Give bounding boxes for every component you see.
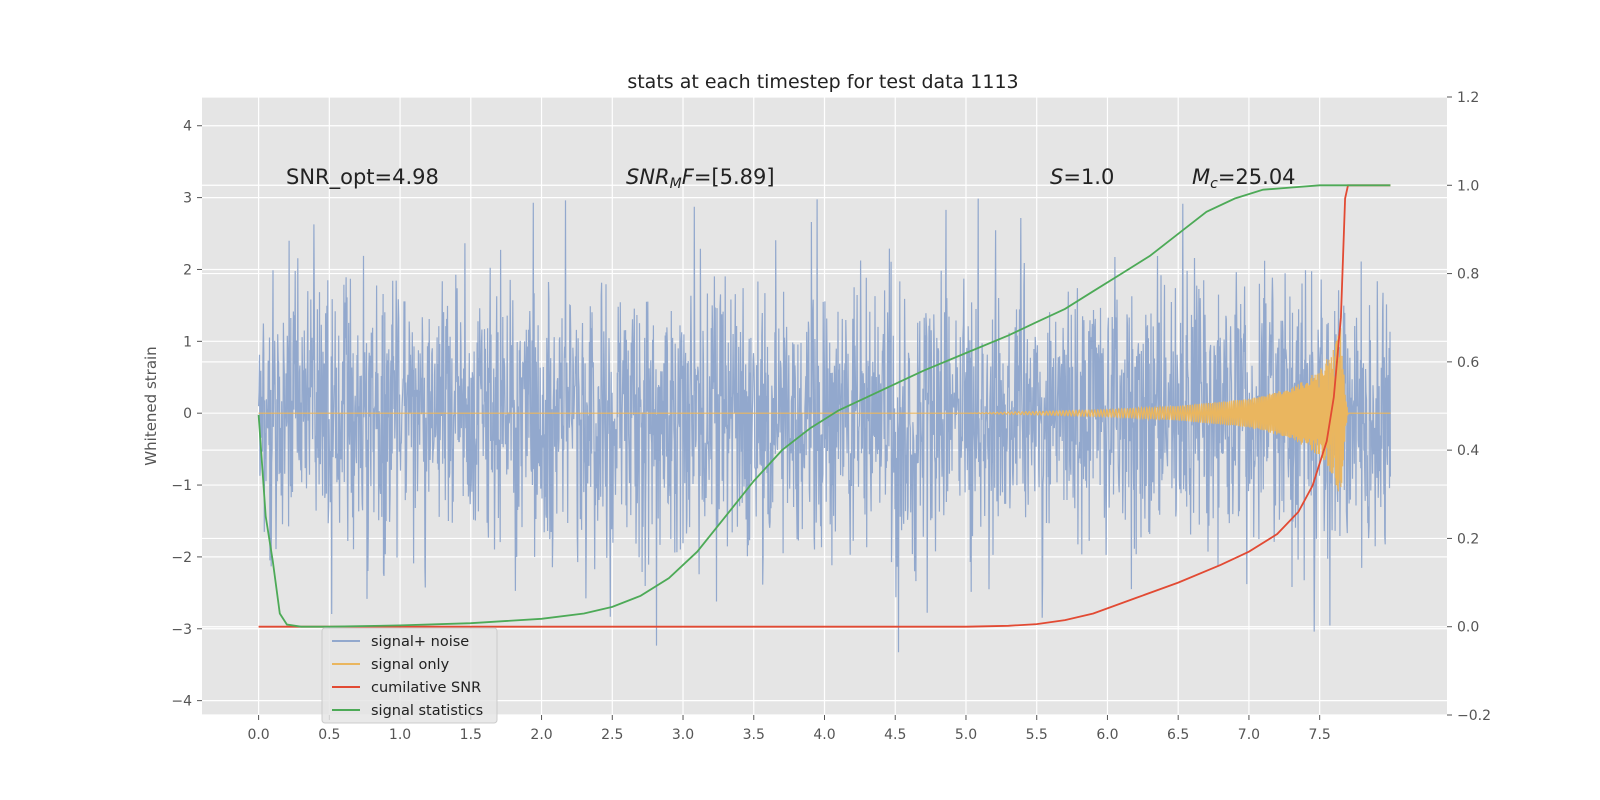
y-tick-label: −2	[171, 550, 192, 566]
series-cumulative-snr	[258, 184, 1391, 628]
x-tick-label: 2.5	[601, 727, 623, 743]
x-tick-label: 7.5	[1309, 727, 1331, 743]
annotation-mc: Mc=25.04	[1192, 165, 1296, 192]
annotation-snr-mf-sub: M	[670, 176, 682, 192]
y-tick-label: 0	[183, 406, 192, 422]
x-tick-label: 2.0	[530, 727, 552, 743]
annotation-mc-sub: c	[1210, 176, 1218, 192]
legend-label-signal-only: signal only	[371, 657, 450, 673]
legend-box	[321, 627, 498, 724]
y-tick-label: 1	[183, 334, 192, 350]
y-tick-label: 4	[183, 119, 192, 135]
x-tick-label: 4.5	[884, 727, 906, 743]
x-tick-label: 6.5	[1167, 727, 1189, 743]
y2-tick-label: −0.2	[1457, 708, 1491, 724]
annotation-snr-mf-mid: F	[682, 165, 695, 189]
y-axis-label: Whitened strain	[142, 346, 160, 465]
y2-tick-label: 0.4	[1457, 443, 1479, 459]
x-tick-label: 0.5	[318, 727, 340, 743]
legend: signal+ noise signal only cumilative SNR…	[321, 627, 498, 724]
series-signal-statistics	[257, 184, 1391, 628]
x-tick-label: 5.0	[955, 727, 977, 743]
x-tick-label: 7.0	[1238, 727, 1260, 743]
y-tick-label: −3	[171, 622, 192, 638]
x-tick-label: 5.5	[1026, 727, 1048, 743]
x-tick-label: 4.0	[813, 727, 835, 743]
x-tick-label: 0.0	[247, 727, 269, 743]
y2-tick-label: 1.2	[1457, 90, 1479, 106]
annotations: SNR_opt=4.98 SNRMF=[5.89] S=1.0 Mc=25.04	[286, 165, 1296, 192]
x-tick-label: 1.0	[389, 727, 411, 743]
y-tick-label: 2	[183, 262, 192, 278]
annotation-s-suffix: =1.0	[1063, 165, 1114, 189]
y-tick-label: −4	[171, 694, 192, 710]
annotation-snr-mf-prefix: SNR	[626, 165, 670, 189]
x-tick-label: 3.5	[743, 727, 765, 743]
legend-label-signal-statistics: signal statistics	[371, 703, 483, 719]
annotation-snr-mf: SNRMF=[5.89]	[626, 165, 775, 192]
series-signal-only	[258, 328, 1391, 492]
chart-title: stats at each timestep for test data 111…	[627, 71, 1018, 93]
x-tick-label: 1.5	[460, 727, 482, 743]
x-tick-label: 6.0	[1096, 727, 1118, 743]
x-tick-label: 3.0	[672, 727, 694, 743]
annotation-mc-suffix: =25.04	[1218, 165, 1296, 189]
annotation-snr-mf-suffix: =[5.89]	[694, 165, 775, 189]
legend-label-signal-noise: signal+ noise	[371, 634, 469, 650]
y2-tick-label: 1.0	[1457, 178, 1479, 194]
y2-tick-label: 0.2	[1457, 531, 1479, 547]
y-tick-label: −1	[171, 478, 192, 494]
y2-tick-label: 0.8	[1457, 267, 1479, 283]
series-layer	[257, 184, 1391, 653]
y2-tick-label: 0.6	[1457, 355, 1479, 371]
axes: 0.0 0.5 1.0 1.5 2.0 2.5 3.0 3.5 4.0 4.5 5.0 5.5 6.0 6…	[171, 90, 1491, 743]
legend-label-cumulative-snr: cumilative SNR	[371, 680, 481, 696]
annotation-s: S=1.0	[1050, 165, 1114, 189]
annotation-s-prefix: S	[1050, 165, 1063, 189]
annotation-mc-prefix: M	[1192, 165, 1210, 189]
y-tick-label: 3	[183, 191, 192, 207]
y2-tick-label: 0.0	[1457, 620, 1479, 636]
annotation-snr-opt: SNR_opt=4.98	[286, 165, 439, 190]
series-signal-noise	[258, 198, 1391, 653]
